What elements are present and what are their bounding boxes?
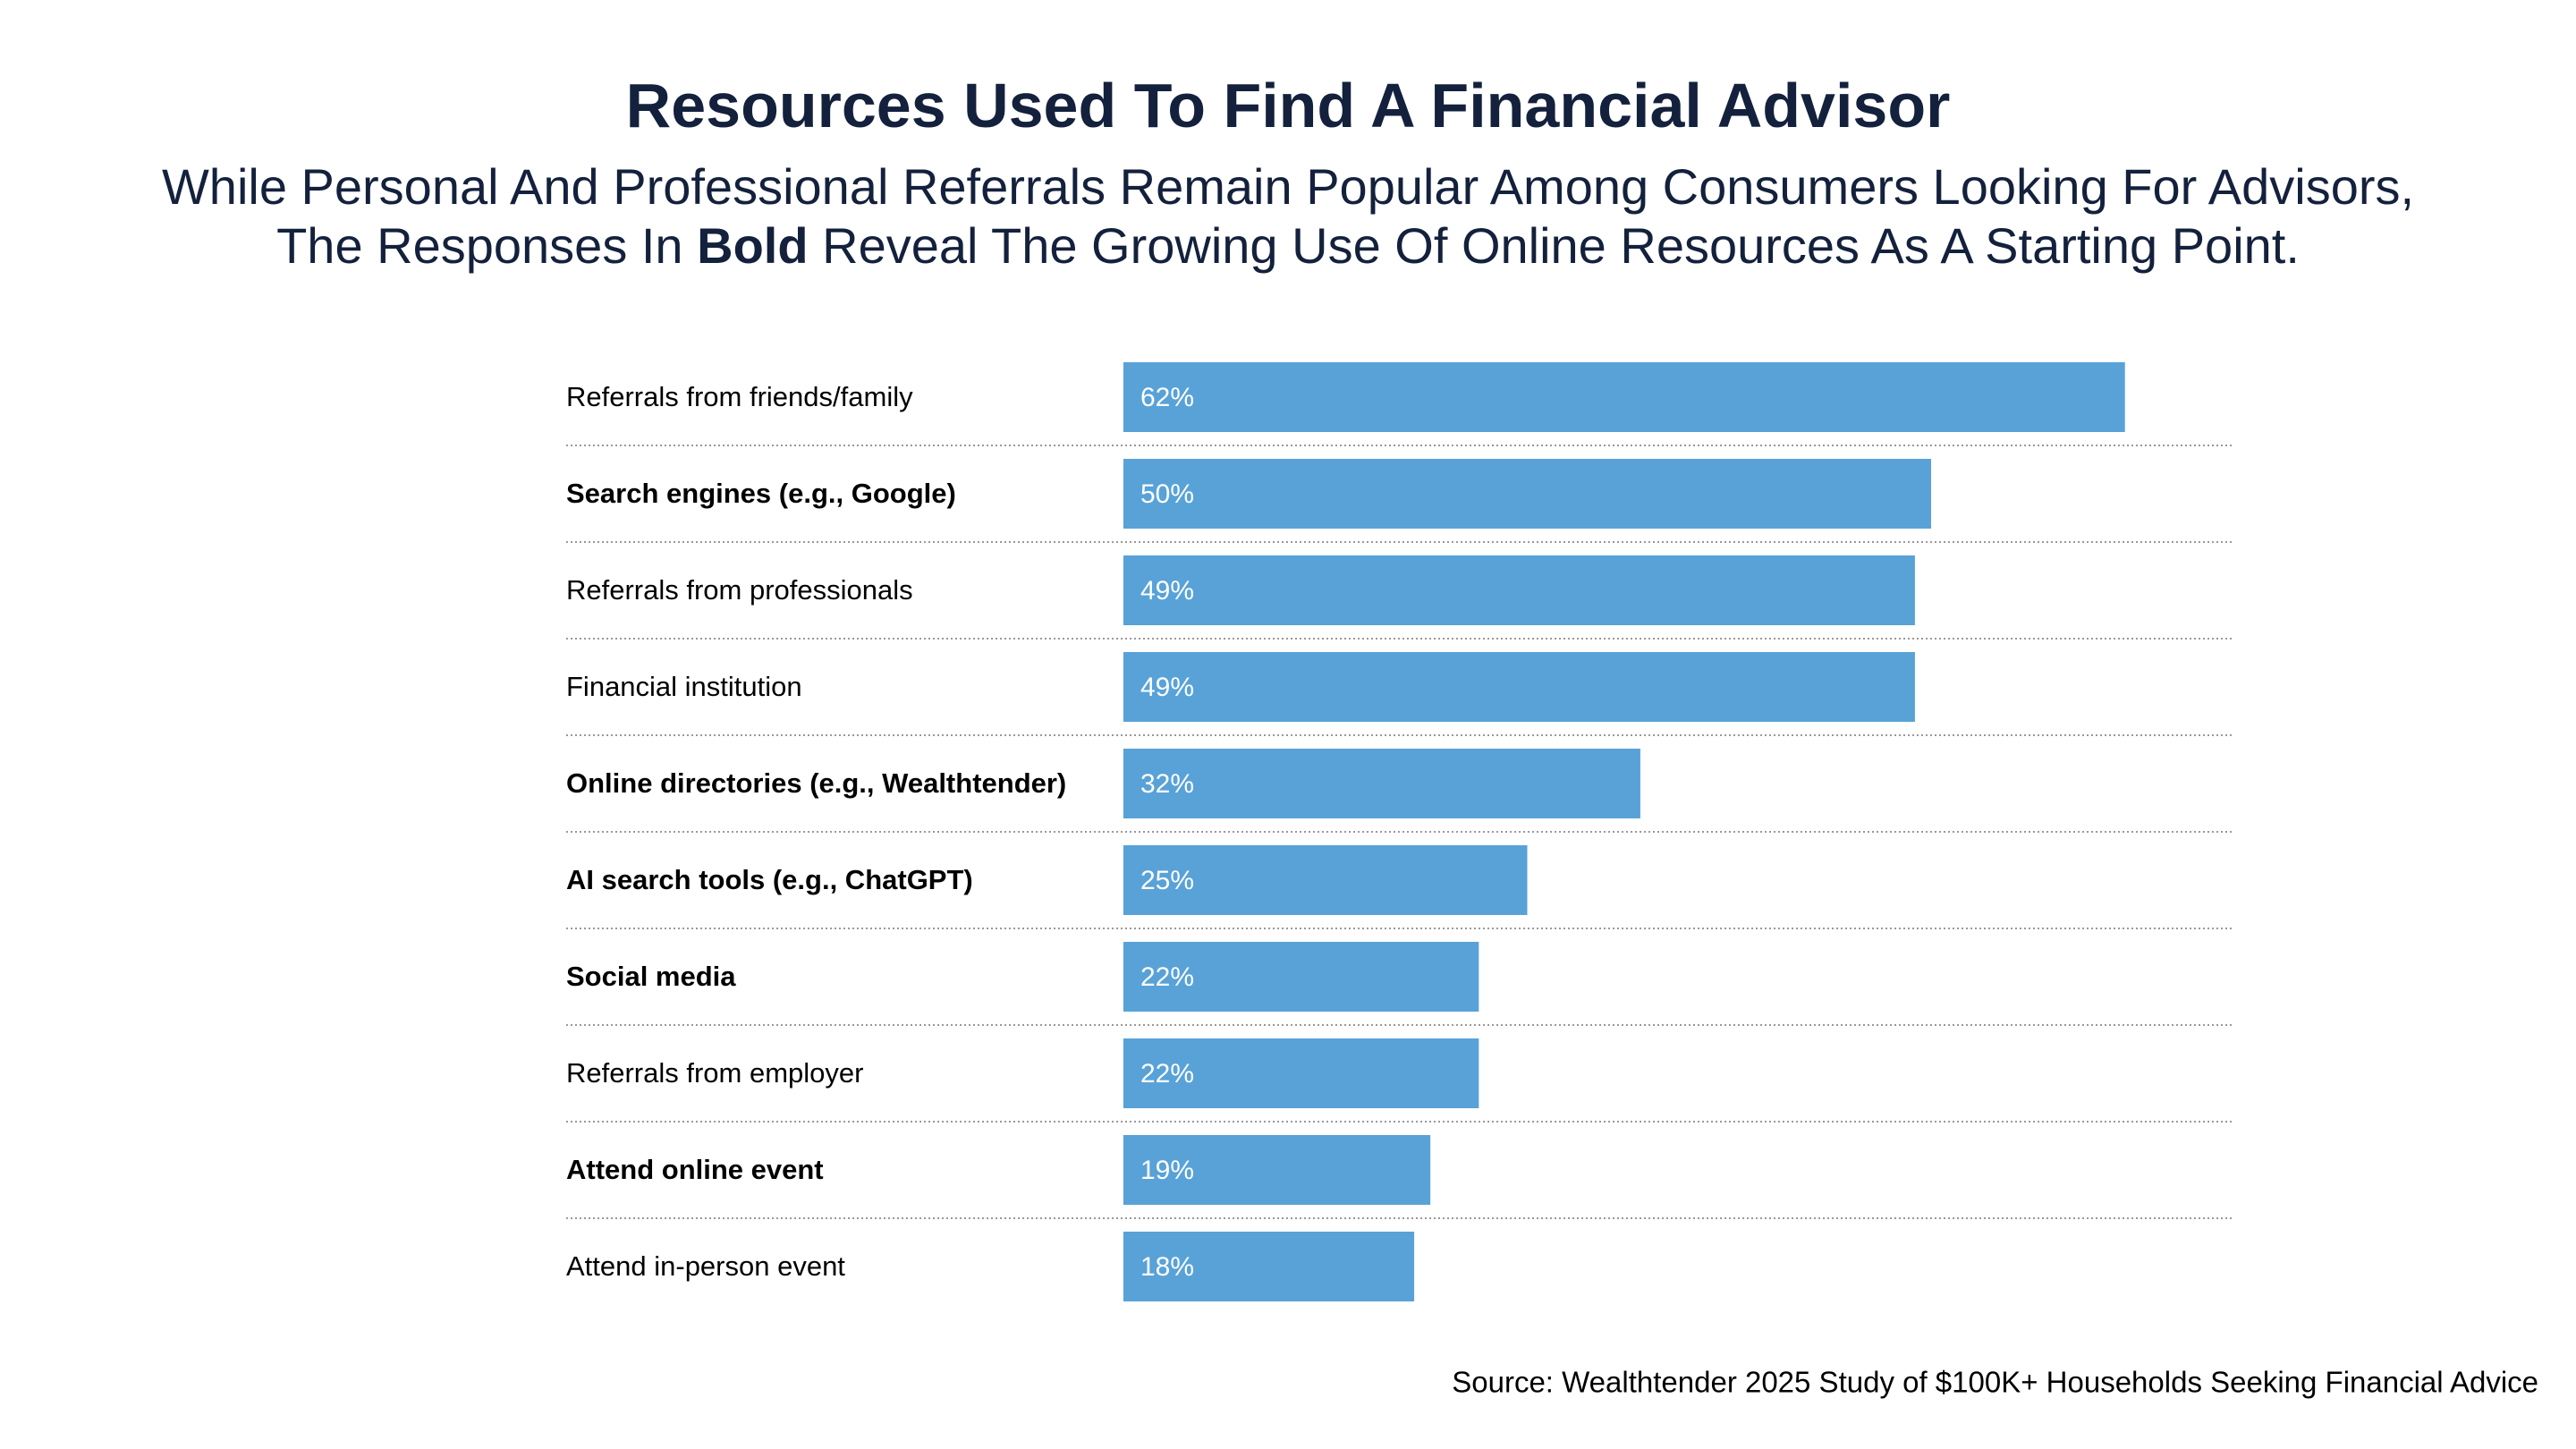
value-label: 25% [1140, 866, 1194, 895]
category-label: Referrals from professionals [566, 574, 913, 606]
subtitle-line: While Personal And Professional Referral… [0, 157, 2576, 216]
category-label: AI search tools (e.g., ChatGPT) [566, 864, 973, 895]
category-label: Attend in-person event [566, 1250, 845, 1282]
bar [1123, 942, 1479, 1012]
chart-title: Resources Used To Find A Financial Advis… [625, 71, 1951, 140]
value-label: 22% [1140, 1059, 1194, 1089]
subtitle-line: The Responses In Bold Reveal The Growing… [0, 216, 2576, 275]
bar [1123, 1232, 1415, 1301]
bar [1123, 362, 2125, 432]
value-label: 49% [1140, 576, 1194, 606]
value-label: 22% [1140, 962, 1194, 992]
value-label: 49% [1140, 673, 1194, 702]
category-label: Referrals from friends/family [566, 381, 913, 412]
bar [1123, 749, 1640, 818]
category-label: Financial institution [566, 671, 802, 702]
source-note: Source: Wealthtender 2025 Study of $100K… [1452, 1366, 2538, 1399]
value-label: 19% [1140, 1156, 1194, 1185]
bar [1123, 652, 1915, 722]
category-label: Search engines (e.g., Google) [566, 478, 956, 509]
category-label: Online directories (e.g., Wealthtender) [566, 767, 1066, 799]
subtitle-text: Reveal The Growing Use Of Online Resourc… [822, 217, 2300, 274]
subtitle-text: While Personal And Professional Referral… [161, 158, 2415, 215]
category-label: Attend online event [566, 1154, 824, 1185]
bar [1123, 845, 1528, 915]
value-label: 18% [1140, 1252, 1194, 1282]
bar [1123, 459, 1931, 529]
subtitle-text: The Responses In [276, 217, 683, 274]
category-label: Social media [566, 961, 736, 992]
bar [1123, 1135, 1431, 1205]
value-label: 32% [1140, 769, 1194, 799]
bar [1123, 1038, 1479, 1108]
bar [1123, 555, 1915, 625]
value-label: 50% [1140, 479, 1194, 509]
subtitle-text: Bold [697, 217, 809, 274]
category-label: Referrals from employer [566, 1057, 863, 1089]
chart-subtitle: While Personal And Professional Referral… [0, 157, 2576, 275]
value-label: 62% [1140, 383, 1194, 412]
